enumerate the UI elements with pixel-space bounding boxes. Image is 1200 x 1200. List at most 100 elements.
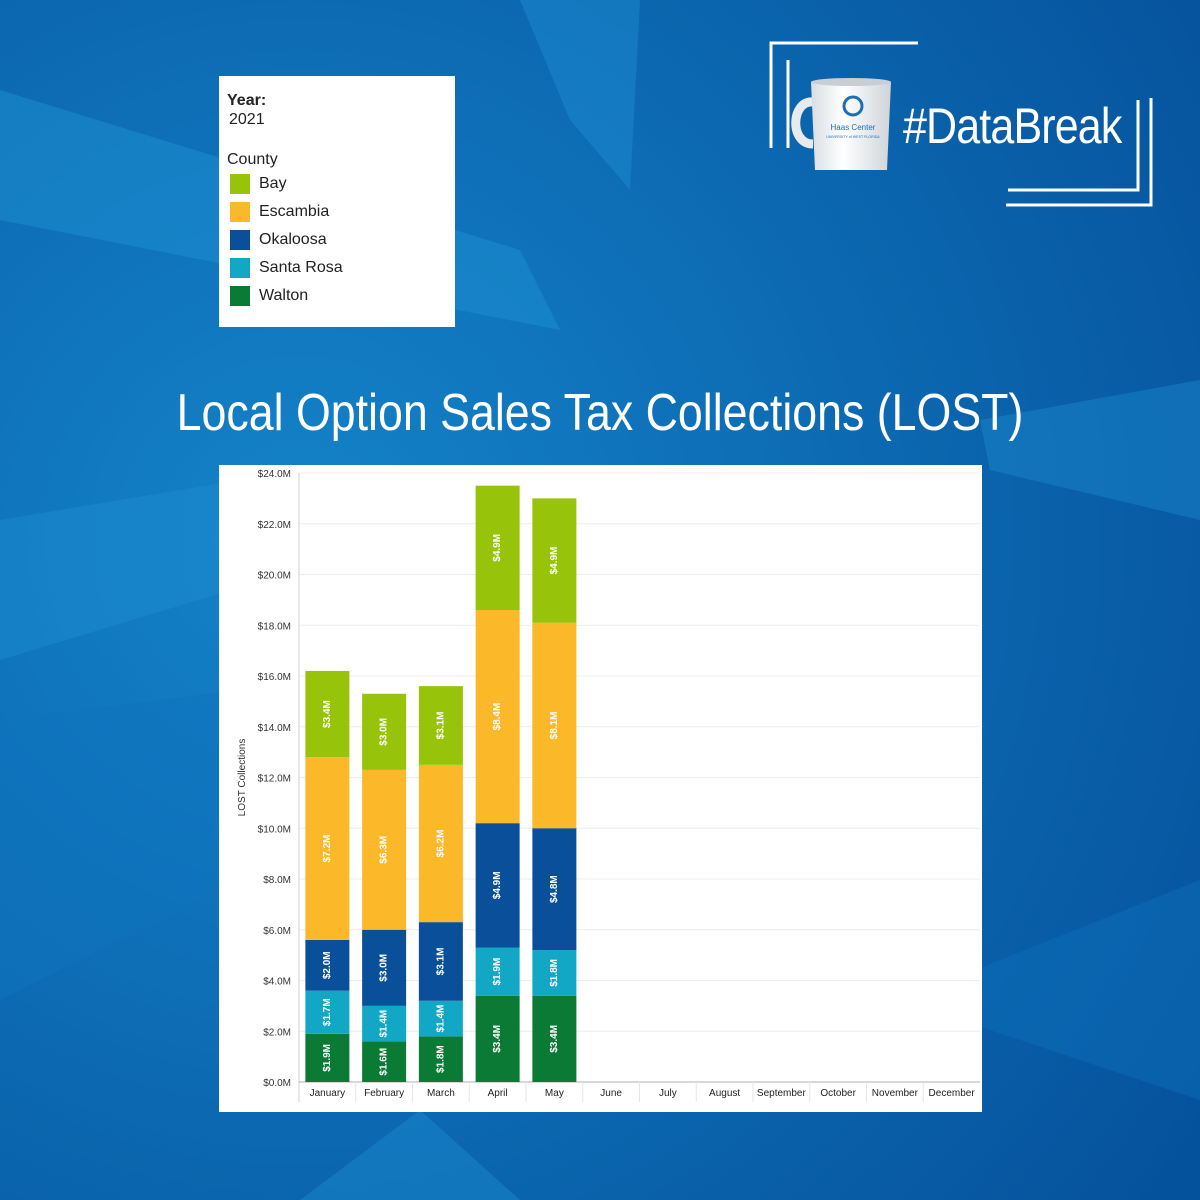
x-tick-label: September — [757, 1088, 807, 1099]
data-label: $3.4M — [322, 700, 333, 728]
data-label: $1.7M — [322, 998, 333, 1026]
bar-segment-santa-rosa — [362, 1005, 407, 1042]
bar-segment-bay — [305, 670, 350, 758]
bar-segment-okaloosa — [362, 929, 407, 1006]
year-value: 2021 — [229, 111, 265, 128]
data-label: $4.9M — [549, 547, 560, 575]
x-tick-label: November — [872, 1088, 919, 1099]
y-tick-label: $18.0M — [258, 621, 291, 632]
bar-segment-escambia — [418, 764, 463, 923]
y-tick-label: $8.0M — [263, 875, 291, 886]
mug-text-haas: Haas Center — [831, 123, 876, 132]
x-tick-label: October — [820, 1088, 856, 1099]
y-tick-label: $6.0M — [263, 926, 291, 937]
x-tick-label: April — [488, 1088, 508, 1099]
bar-segment-santa-rosa — [418, 1000, 463, 1037]
bar-segment-okaloosa — [475, 823, 520, 948]
y-axis-label: LOST Collections — [237, 739, 248, 817]
data-label: $3.1M — [435, 712, 446, 740]
legend-swatch-escambia — [230, 202, 250, 222]
y-tick-label: $16.0M — [258, 672, 291, 683]
y-tick-label: $14.0M — [258, 723, 291, 734]
data-label: $6.3M — [379, 836, 390, 864]
legend-label-bay: Bay — [259, 175, 287, 192]
y-tick-label: $24.0M — [258, 469, 291, 480]
y-tick-label: $4.0M — [263, 977, 291, 988]
legend: Year: 2021 County Bay Escambia Okaloosa … — [219, 76, 455, 327]
data-label: $4.9M — [492, 534, 503, 562]
county-legend-title: County — [227, 151, 278, 168]
year-label: Year: — [227, 92, 267, 109]
legend-item-walton: Walton — [227, 282, 455, 310]
data-label: $1.6M — [379, 1048, 390, 1076]
bar-segment-escambia — [362, 769, 407, 930]
data-label: $3.1M — [435, 948, 446, 976]
data-label: $4.9M — [492, 871, 503, 899]
legend-item-bay: Bay — [227, 170, 455, 198]
bar-segment-escambia — [532, 622, 577, 829]
data-label: $8.4M — [492, 703, 503, 731]
legend-label-santa-rosa: Santa Rosa — [259, 259, 343, 276]
bar-segment-okaloosa — [418, 922, 463, 1001]
y-tick-label: $20.0M — [258, 571, 291, 582]
legend-label-okaloosa: Okaloosa — [259, 231, 327, 248]
data-label: $3.4M — [549, 1025, 560, 1053]
bar-segment-bay — [362, 693, 407, 770]
legend-label-walton: Walton — [259, 287, 309, 304]
data-label: $1.4M — [435, 1005, 446, 1033]
bar-segment-santa-rosa — [532, 950, 577, 996]
bar-segment-bay — [418, 686, 463, 765]
y-tick-label: $12.0M — [258, 774, 291, 785]
data-label: $1.8M — [549, 959, 560, 987]
bar-segment-santa-rosa — [475, 947, 520, 996]
databreak-frame — [769, 41, 1153, 207]
data-label: $2.0M — [322, 951, 333, 979]
hashtag-databreak: #DataBreak — [903, 98, 1122, 154]
data-label: $7.2M — [322, 835, 333, 863]
legend-swatch-walton — [230, 286, 250, 306]
legend-swatch-okaloosa — [230, 230, 250, 250]
x-tick-label: July — [659, 1088, 677, 1099]
y-tick-label: $0.0M — [263, 1078, 291, 1089]
data-label: $6.2M — [435, 830, 446, 858]
bar-segment-bay — [475, 485, 520, 611]
page-title: Local Option Sales Tax Collections (LOST… — [176, 384, 1024, 442]
data-label: $8.1M — [549, 712, 560, 740]
bar-segment-escambia — [475, 610, 520, 824]
legend-swatch-santa-rosa — [230, 258, 250, 278]
bar-segment-okaloosa — [532, 828, 577, 951]
legend-swatch-bay — [230, 174, 250, 194]
bar-segment-okaloosa — [305, 939, 350, 991]
x-tick-label: February — [364, 1088, 404, 1099]
data-label: $1.9M — [492, 958, 503, 986]
bar-segment-walton — [532, 995, 577, 1082]
legend-item-escambia: Escambia — [227, 198, 455, 226]
legend-label-escambia: Escambia — [259, 203, 330, 220]
data-label: $3.4M — [492, 1025, 503, 1053]
legend-item-santa-rosa: Santa Rosa — [227, 254, 455, 282]
x-tick-label: May — [545, 1088, 564, 1099]
bar-segment-walton — [475, 995, 520, 1082]
data-label: $3.0M — [379, 954, 390, 982]
data-label: $1.4M — [379, 1010, 390, 1038]
y-tick-label: $2.0M — [263, 1027, 291, 1038]
x-tick-label: January — [310, 1088, 346, 1099]
bar-segment-escambia — [305, 757, 350, 940]
bar-segment-walton — [418, 1036, 463, 1082]
bar-segment-walton — [362, 1041, 407, 1082]
bar-segment-bay — [532, 498, 577, 623]
legend-item-okaloosa: Okaloosa — [227, 226, 455, 254]
bar-segment-santa-rosa — [305, 990, 350, 1034]
mug-text-uwf: UNIVERSITY of WEST FLORIDA — [826, 135, 880, 139]
coffee-mug-icon: Haas Center UNIVERSITY of WEST FLORIDA — [791, 78, 891, 170]
y-tick-label: $22.0M — [258, 520, 291, 531]
x-tick-label: December — [929, 1088, 976, 1099]
data-label: $4.8M — [549, 875, 560, 903]
chart-panel: $0.0M $2.0M $4.0M $6.0M $8.0M $10.0M $12.0M $14… — [219, 465, 982, 1112]
data-label: $1.8M — [435, 1045, 446, 1073]
y-tick-label: $10.0M — [258, 824, 291, 835]
x-tick-label: March — [427, 1088, 455, 1099]
x-tick-label: June — [600, 1088, 622, 1099]
x-tick-label: August — [709, 1088, 740, 1099]
data-label: $3.0M — [379, 718, 390, 746]
